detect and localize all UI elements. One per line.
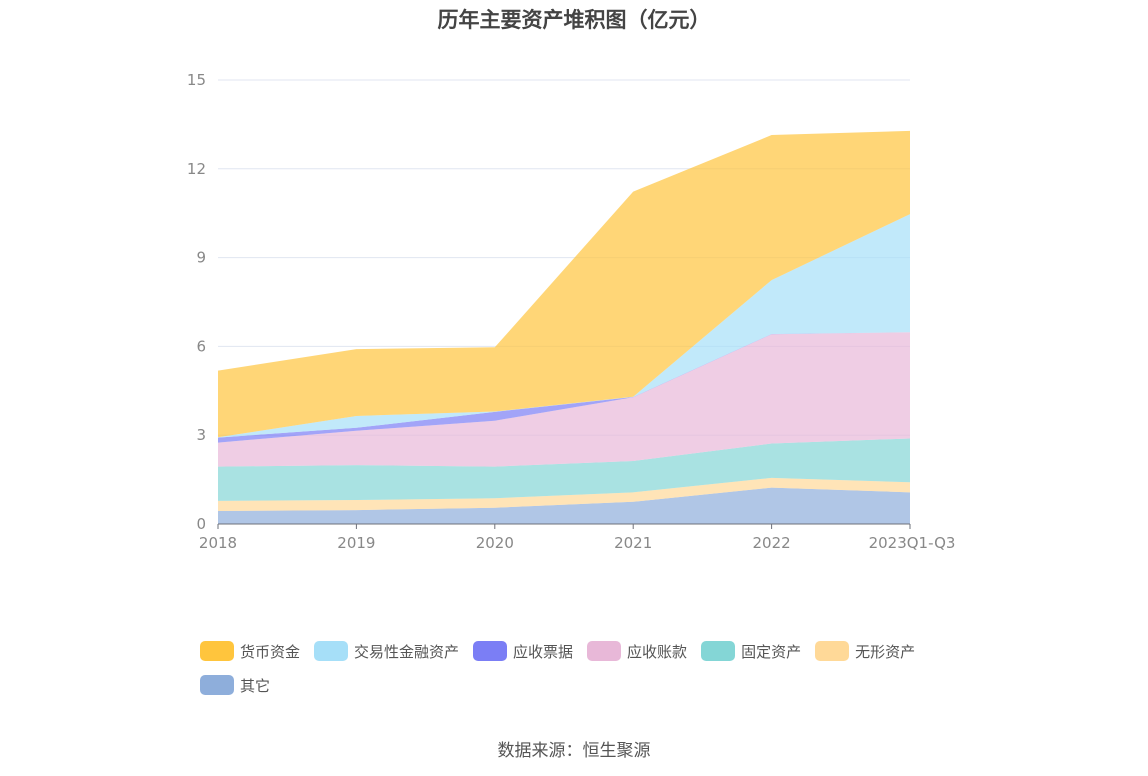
y-tick-label: 15: [187, 71, 206, 89]
data-source: 数据来源：恒生聚源: [497, 741, 651, 761]
chart-title: 历年主要资产堆积图（亿元）: [437, 8, 711, 32]
legend-label: 其它: [240, 676, 271, 695]
legend-label: 货币资金: [240, 642, 301, 661]
legend-label: 交易性金融资产: [354, 642, 460, 661]
legend-swatch: [200, 675, 234, 695]
area-其它: [218, 487, 910, 524]
x-tick-label: 2021: [614, 534, 652, 552]
legend-item[interactable]: 无形资产: [815, 640, 915, 662]
area-固定资产: [218, 438, 910, 501]
legend-swatch: [815, 641, 850, 661]
x-tick-label: 2018: [199, 534, 237, 552]
legend-label: 固定资产: [741, 642, 802, 661]
legend-swatch: [473, 641, 508, 661]
x-tick-label: 2023Q1-Q3: [869, 534, 956, 552]
y-tick-label: 6: [196, 337, 206, 355]
legend-swatch: [200, 641, 234, 661]
legend-item[interactable]: 应收账款: [587, 640, 687, 662]
legend-swatch: [701, 641, 736, 661]
legend: 货币资金 交易性金融资产 应收票据 应收账款 固定资产 无形资产其它: [200, 640, 980, 696]
legend-swatch: [587, 641, 622, 661]
legend-label: 应收票据: [513, 642, 574, 661]
legend-item[interactable]: 应收票据: [473, 640, 573, 662]
legend-item[interactable]: 固定资产: [701, 640, 801, 662]
legend-label: 无形资产: [855, 642, 916, 661]
area-应收账款: [218, 332, 910, 467]
legend-label: 应收账款: [627, 642, 688, 661]
legend-item[interactable]: 交易性金融资产: [314, 640, 459, 662]
area-货币资金: [218, 130, 910, 438]
area-交易性金融资产: [218, 214, 910, 438]
x-tick-label: 2019: [337, 534, 375, 552]
area-无形资产: [218, 477, 910, 511]
y-tick-label: 9: [196, 249, 206, 267]
y-tick-label: 0: [196, 515, 206, 533]
y-tick-label: 12: [187, 160, 206, 178]
legend-item[interactable]: 其它: [200, 674, 270, 696]
stacked-area-chart: 0 3 6 9 12 15 2018 2019 2020 2021 2022 2023Q1-Q3: [187, 71, 956, 552]
x-tick-label: 2022: [753, 534, 791, 552]
legend-swatch: [314, 641, 349, 661]
x-tick-label: 2020: [476, 534, 514, 552]
legend-item[interactable]: 货币资金: [200, 640, 300, 662]
y-tick-label: 3: [196, 426, 206, 444]
